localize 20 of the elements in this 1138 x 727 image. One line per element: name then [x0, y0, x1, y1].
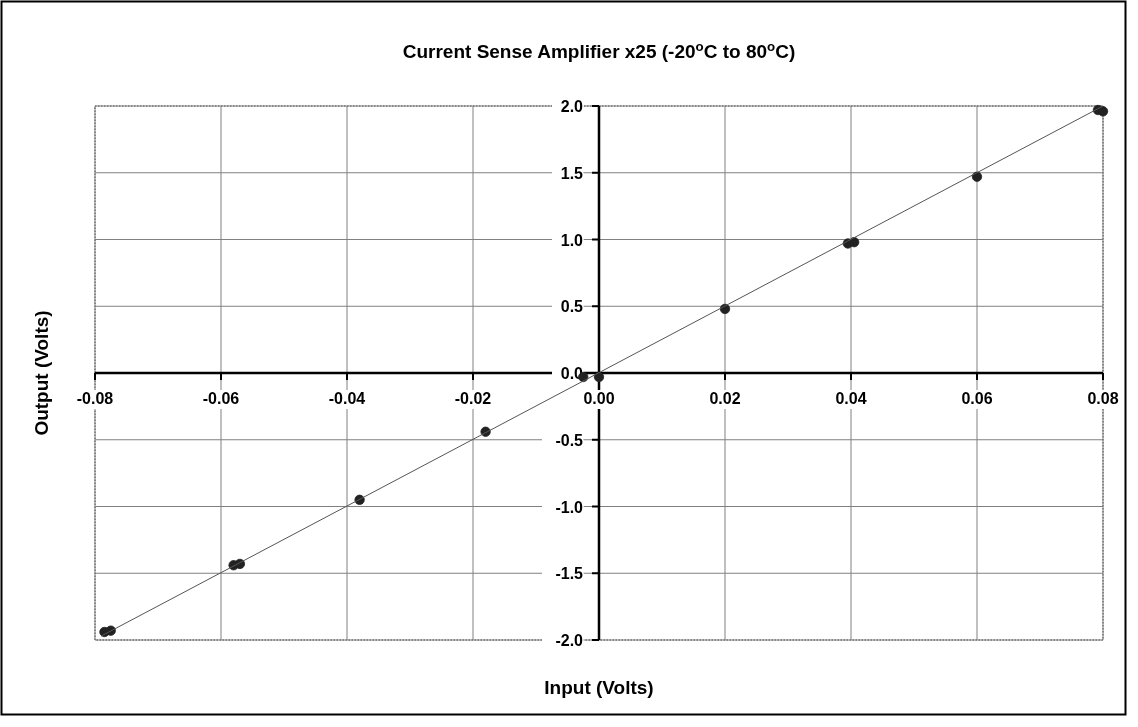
- y-tick-label: -1.0: [555, 498, 584, 516]
- x-tick-label: 0.00: [583, 390, 615, 407]
- y-tick-label: 0.5: [560, 298, 584, 316]
- y-tick-label: 2.0: [560, 98, 584, 115]
- y-axis-title: Output (Volts): [31, 310, 52, 436]
- x-tick-label: -0.02: [454, 390, 492, 407]
- y-tick-label: -1.5: [555, 565, 584, 583]
- x-tick-label: -0.04: [328, 390, 366, 407]
- x-tick-label: -0.06: [202, 390, 240, 407]
- x-axis-title: Input (Volts): [544, 677, 654, 698]
- x-tick-label: -0.08: [76, 390, 114, 407]
- y-tick-label: 1.0: [560, 231, 584, 249]
- x-tick-label: 0.08: [1087, 390, 1119, 407]
- x-tick-label: 0.04: [835, 390, 867, 407]
- x-tick-label: 0.02: [709, 390, 741, 407]
- y-tick-label: -2.0: [555, 632, 584, 649]
- y-tick-label: -0.5: [555, 431, 584, 449]
- y-tick-label: 1.5: [560, 164, 584, 182]
- chart-title: Current Sense Amplifier x25 (-20$^{o}$C to 80$^{o}$C): [402, 38, 796, 62]
- x-tick-label: 0.06: [961, 390, 993, 407]
